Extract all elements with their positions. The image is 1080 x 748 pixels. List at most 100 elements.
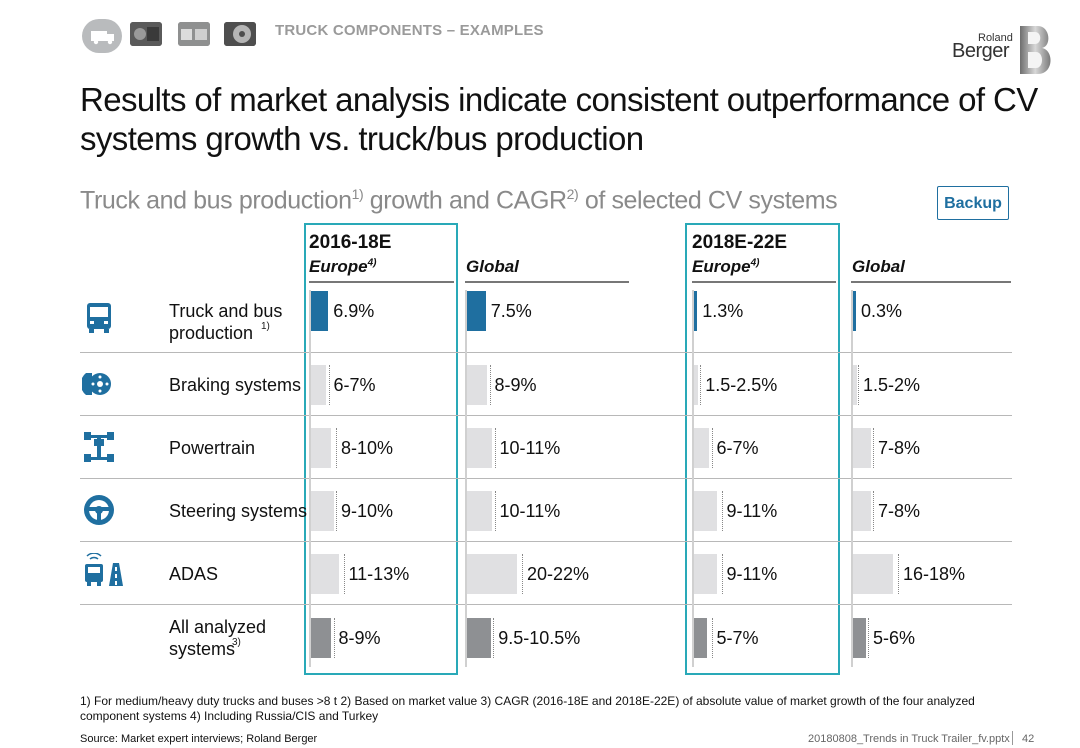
value-label: 9-11% (726, 501, 778, 521)
row-separator (80, 478, 1012, 479)
value-label: 6-7% (333, 375, 376, 395)
row-label-note: 1) (261, 321, 270, 332)
region-header-global-1: Global (466, 257, 519, 276)
steering-wheel-icon (82, 493, 116, 527)
value-label: 10-11% (499, 501, 561, 521)
roland-berger-logo (1018, 24, 1056, 76)
period-header-2018: 2018E-22E (692, 232, 788, 253)
value-label: 7-8% (878, 501, 921, 521)
bar-europe-2018 (694, 291, 698, 331)
range-upper-marker (873, 491, 874, 531)
range-upper-marker (721, 554, 723, 594)
range-upper-marker (873, 428, 874, 468)
value-label: 9.5-10.5% (498, 628, 581, 648)
column-baseline (465, 290, 467, 667)
value-label: 7.5% (490, 301, 532, 321)
value-label: 9-10% (341, 501, 394, 521)
bar-europe-2018 (694, 554, 717, 594)
value-label: 0.3% (861, 301, 903, 321)
range-upper-marker (328, 365, 330, 405)
value-label: 1.5-2% (863, 375, 921, 395)
value-label: 8-9% (494, 375, 537, 395)
column-baseline (851, 290, 853, 667)
bar-global-2018 (853, 291, 856, 331)
row-label-powertrain: Powertrain (169, 438, 256, 458)
value-label: 7-8% (878, 438, 921, 458)
bar-europe-2018 (694, 365, 698, 405)
range-upper-marker (858, 365, 859, 405)
bar-global-2016 (467, 491, 492, 531)
range-upper-marker (868, 618, 869, 658)
range-upper-marker (343, 554, 345, 594)
range-upper-marker (700, 365, 702, 405)
bar-europe-2016 (311, 291, 329, 331)
truck-nav-icon[interactable] (82, 19, 122, 53)
header-rule (309, 281, 454, 283)
value-label: 5-7% (716, 628, 759, 648)
header-rule (692, 281, 836, 283)
range-upper-marker (721, 491, 723, 531)
range-upper-marker (898, 554, 899, 594)
footnote-line2: component systems 4) Including Russia/CI… (80, 709, 379, 723)
region-header-europe-2: Europe4) (692, 257, 760, 276)
trucks-photo-thumbnail[interactable] (178, 22, 210, 46)
header-rule (851, 281, 1011, 283)
page-title: Results of market analysis indicate cons… (80, 81, 1038, 157)
region-header-global-2: Global (852, 257, 905, 276)
row-label-braking: Braking systems (169, 375, 302, 395)
range-upper-marker (711, 618, 713, 658)
file-name: 20180808_Trends in Truck Trailer_fv.pptx (808, 733, 1010, 745)
header-rule (465, 281, 629, 283)
footnote-line1: 1) For medium/heavy duty trucks and buse… (80, 694, 975, 708)
engine-photo-thumbnail[interactable] (130, 22, 162, 46)
truck-icon (82, 301, 116, 335)
bar-global-2016 (467, 291, 486, 331)
bar-europe-2016 (311, 428, 331, 468)
bar-global-2016 (467, 428, 492, 468)
footer-divider (1012, 731, 1013, 745)
bar-global-2016 (467, 365, 487, 405)
value-label: 8-10% (341, 438, 394, 458)
brake-icon (80, 367, 116, 401)
value-label: 10-11% (499, 438, 561, 458)
row-separator (80, 415, 1012, 416)
row-label-adas: ADAS (169, 564, 219, 584)
backup-badge: Backup (937, 186, 1009, 220)
column-baseline (692, 290, 694, 667)
bar-global-2018 (853, 428, 871, 468)
value-label: 9-11% (726, 564, 778, 584)
row-label-truck-bus: Truck and bus production (169, 301, 283, 343)
powertrain-icon (82, 430, 116, 464)
row-label-all-systems: All analyzed systems (169, 617, 267, 659)
bar-global-2016 (467, 618, 491, 658)
chart-subtitle: Truck and bus production1) growth and CA… (80, 186, 838, 215)
logo-text-roland: Roland (978, 32, 1013, 44)
range-upper-marker (522, 554, 523, 594)
row-label-steering: Steering systems (169, 501, 308, 521)
period-header-2016: 2016-18E (309, 232, 392, 253)
bar-europe-2018 (694, 618, 707, 658)
bar-global-2018 (853, 618, 866, 658)
row-separator (80, 541, 1012, 542)
range-upper-marker (333, 618, 335, 658)
value-label: 1.5-2.5% (705, 375, 778, 395)
source-note: Source: Market expert interviews; Roland… (80, 733, 318, 745)
range-upper-marker (489, 365, 491, 405)
value-label: 6-7% (716, 438, 759, 458)
value-label: 5-6% (873, 628, 916, 648)
value-label: 6.9% (333, 301, 375, 321)
europe-2016-frame (304, 223, 458, 675)
europe-2018-frame (685, 223, 840, 675)
value-label: 20-22% (527, 564, 590, 584)
brake-disc-photo-thumbnail[interactable] (224, 22, 256, 46)
bar-europe-2016 (311, 491, 334, 531)
range-upper-marker (336, 428, 337, 468)
bar-europe-2018 (694, 491, 717, 531)
range-upper-marker (493, 618, 495, 658)
row-separator (80, 604, 1012, 605)
range-upper-marker (711, 428, 713, 468)
range-upper-marker (494, 428, 496, 468)
bar-europe-2018 (694, 428, 709, 468)
page-number: 42 (1022, 733, 1035, 745)
range-upper-marker (494, 491, 496, 531)
